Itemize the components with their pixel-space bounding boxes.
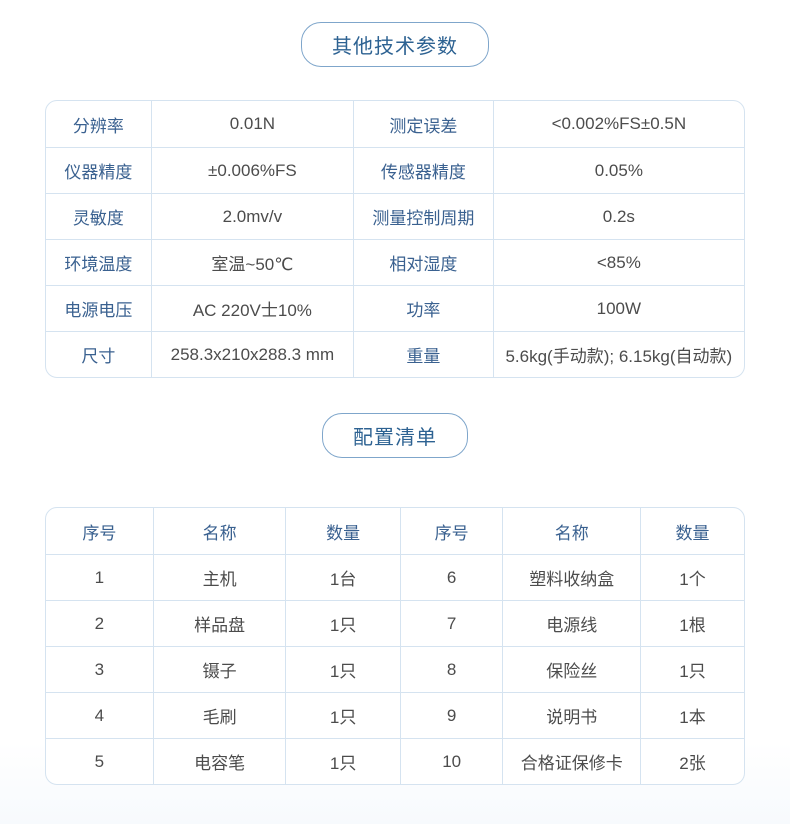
item-index: 4 [46,692,153,738]
param-label: 重量 [353,331,493,377]
config-list-table: 序号 名称 数量 序号 名称 数量 1 主机 1台 6 塑料收纳盒 1个 2 [46,508,744,784]
table-row: 3 镊子 1只 8 保险丝 1只 [46,646,744,692]
param-value: 5.6kg(手动款); 6.15kg(自动款) [492,331,744,377]
param-label: 测量控制周期 [353,193,493,239]
item-qty: 1只 [285,692,400,738]
table-row: 尺寸 258.3x210x288.3 mm 重量 5.6kg(手动款); 6.1… [46,331,744,377]
item-index: 1 [46,554,153,600]
table-row: 电源电压 AC 220V士10% 功率 100W [46,285,744,331]
item-qty: 1只 [285,738,400,784]
section-config-list-header: 配置清单 [0,413,790,458]
param-value: <85% [492,239,744,285]
table-header-row: 序号 名称 数量 序号 名称 数量 [46,508,744,554]
item-qty: 1只 [285,646,400,692]
column-header: 数量 [285,508,399,554]
table-row: 5 电容笔 1只 10 合格证保修卡 2张 [46,738,744,784]
column-header: 序号 [399,508,503,554]
section-title-text: 配置清单 [353,427,437,449]
tech-params-table-container: 分辨率 0.01N 测定误差 <0.002%FS±0.5N 仪器精度 ±0.00… [45,100,745,378]
item-index: 7 [399,600,503,646]
param-label: 电源电压 [46,285,151,331]
param-value: 室温~50℃ [150,239,354,285]
item-qty: 1只 [285,600,400,646]
table-row: 环境温度 室温~50℃ 相对湿度 <85% [46,239,744,285]
item-name: 塑料收纳盒 [502,554,640,600]
item-index: 10 [399,738,503,784]
item-name: 毛刷 [152,692,286,738]
section-title-config-list: 配置清单 [322,413,468,458]
item-qty: 1只 [639,646,744,692]
param-value: <0.002%FS±0.5N [492,101,744,147]
param-label: 功率 [353,285,493,331]
table-row: 1 主机 1台 6 塑料收纳盒 1个 [46,554,744,600]
column-header: 名称 [152,508,286,554]
section-title-text: 其他技术参数 [332,36,458,58]
section-tech-params-header: 其他技术参数 [0,0,790,67]
column-header: 名称 [502,508,640,554]
item-index: 5 [46,738,153,784]
item-qty: 2张 [639,738,744,784]
item-name: 说明书 [502,692,640,738]
item-name: 电容笔 [152,738,286,784]
section-title-tech-params: 其他技术参数 [301,22,489,67]
param-value: 0.05% [492,147,744,193]
param-label: 相对湿度 [353,239,493,285]
item-name: 合格证保修卡 [502,738,640,784]
item-qty: 1本 [639,692,744,738]
config-list-table-container: 序号 名称 数量 序号 名称 数量 1 主机 1台 6 塑料收纳盒 1个 2 [45,507,745,785]
param-label: 分辨率 [72,116,124,136]
param-value: AC 220V士10% [150,285,354,331]
item-name: 镊子 [152,646,286,692]
param-value: 0.2s [492,193,744,239]
param-value: 100W [492,285,744,331]
param-label: 尺寸 [46,331,151,377]
item-name: 保险丝 [502,646,640,692]
item-qty: 1个 [639,554,744,600]
item-index: 9 [399,692,503,738]
item-name: 电源线 [502,600,640,646]
column-header: 数量 [639,508,744,554]
column-header: 序号 [82,523,117,543]
param-value: 2.0mv/v [150,193,354,239]
tech-params-table: 分辨率 0.01N 测定误差 <0.002%FS±0.5N 仪器精度 ±0.00… [46,101,744,377]
item-index: 2 [46,600,153,646]
table-row: 灵敏度 2.0mv/v 测量控制周期 0.2s [46,193,744,239]
table-row: 4 毛刷 1只 9 说明书 1本 [46,692,744,738]
item-qty: 1根 [639,600,744,646]
item-name: 主机 [152,554,286,600]
table-row: 分辨率 0.01N 测定误差 <0.002%FS±0.5N [46,101,744,147]
item-index: 6 [399,554,503,600]
param-label: 环境温度 [46,239,151,285]
table-row: 仪器精度 ±0.006%FS 传感器精度 0.05% [46,147,744,193]
param-value: ±0.006%FS [150,147,354,193]
param-value: 0.01N [150,101,353,147]
item-index: 8 [399,646,503,692]
param-value: 258.3x210x288.3 mm [150,331,354,377]
spec-page: 其他技术参数 分辨率 0.01N 测定误差 <0.002%FS±0.5N 仪器精… [0,0,790,785]
table-row: 2 样品盘 1只 7 电源线 1根 [46,600,744,646]
item-index: 3 [46,646,153,692]
param-label: 测定误差 [353,101,493,147]
param-label: 灵敏度 [46,193,151,239]
item-qty: 1台 [285,554,400,600]
param-label: 仪器精度 [46,147,151,193]
param-label: 传感器精度 [353,147,493,193]
item-name: 样品盘 [152,600,286,646]
